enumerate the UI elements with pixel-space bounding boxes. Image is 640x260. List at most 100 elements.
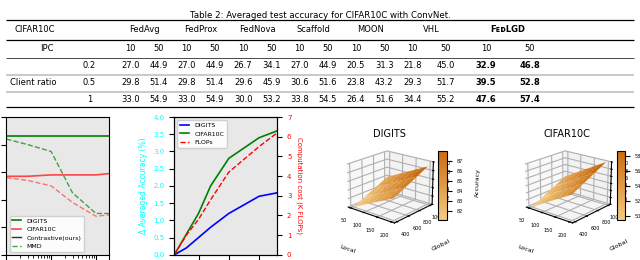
CIFAR10C	[170, 253, 178, 256]
Text: 50: 50	[210, 44, 220, 53]
X-axis label: Local: Local	[517, 244, 534, 254]
CIFAR10C	[177, 243, 184, 246]
X-axis label: Local: Local	[339, 244, 356, 254]
Text: VHL: VHL	[423, 25, 440, 34]
Title: DIGITS: DIGITS	[372, 129, 406, 139]
Text: 10: 10	[238, 44, 248, 53]
Text: FedProx: FedProx	[184, 25, 218, 34]
Text: 50: 50	[440, 44, 451, 53]
Text: 10: 10	[182, 44, 192, 53]
Y-axis label: Computation cost (K FLOPs): Computation cost (K FLOPs)	[296, 138, 303, 235]
Text: 23.8: 23.8	[347, 78, 365, 87]
Text: 51.6: 51.6	[375, 95, 394, 104]
Text: 51.6: 51.6	[319, 78, 337, 87]
CIFAR10C	[207, 184, 214, 187]
FLOPs	[170, 253, 178, 256]
CIFAR10C	[3, 175, 10, 178]
CIFAR10C	[182, 233, 190, 236]
Text: 10: 10	[294, 44, 305, 53]
DIGITS	[177, 250, 184, 253]
MMD	[68, 191, 76, 194]
Text: 45.9: 45.9	[262, 78, 280, 87]
Text: 0.2: 0.2	[83, 61, 96, 70]
Text: 53.2: 53.2	[262, 95, 281, 104]
DIGITS	[207, 226, 214, 229]
DIGITS	[24, 135, 31, 138]
DIGITS	[225, 212, 232, 215]
CIFAR10C	[273, 129, 281, 132]
CIFAR10C	[24, 175, 31, 178]
Text: 33.0: 33.0	[177, 95, 196, 104]
Text: MOON: MOON	[356, 25, 383, 34]
DIGITS	[255, 195, 263, 198]
CIFAR10C	[255, 136, 263, 139]
MMD	[92, 212, 100, 215]
Text: 39.5: 39.5	[476, 78, 497, 87]
Text: 50: 50	[525, 44, 536, 53]
Text: 1: 1	[87, 95, 92, 104]
Text: 46.8: 46.8	[520, 61, 541, 70]
Text: 29.3: 29.3	[403, 78, 422, 87]
Line: FLOPs: FLOPs	[174, 133, 277, 255]
Legend: DIGITS, CIFAR10C, Contrastive(ours), MMD: DIGITS, CIFAR10C, Contrastive(ours), MMD	[10, 216, 84, 252]
Text: 52.8: 52.8	[520, 78, 541, 87]
Text: 26.7: 26.7	[234, 61, 253, 70]
DIGITS	[273, 191, 281, 194]
Text: 44.9: 44.9	[205, 61, 224, 70]
Text: 47.6: 47.6	[476, 95, 497, 104]
Text: 10: 10	[481, 44, 492, 53]
Text: 31.3: 31.3	[375, 61, 394, 70]
Text: 10: 10	[351, 44, 362, 53]
CIFAR10C	[68, 173, 76, 177]
DIGITS	[3, 135, 10, 138]
Y-axis label: Global: Global	[431, 239, 451, 252]
DIGITS	[92, 135, 100, 138]
Line: DIGITS: DIGITS	[174, 193, 277, 255]
Text: 10: 10	[125, 44, 136, 53]
CIFAR10C	[225, 157, 232, 160]
Text: 27.0: 27.0	[121, 61, 140, 70]
Text: 50: 50	[323, 44, 333, 53]
Text: FedNova: FedNova	[239, 25, 276, 34]
Text: 30.6: 30.6	[291, 78, 309, 87]
CIFAR10C	[92, 173, 100, 177]
Text: 50: 50	[153, 44, 164, 53]
Text: 33.0: 33.0	[121, 95, 140, 104]
Text: 50: 50	[266, 44, 276, 53]
FLOPs	[182, 233, 190, 237]
Text: 44.9: 44.9	[149, 61, 168, 70]
Text: 29.6: 29.6	[234, 78, 252, 87]
Text: 32.9: 32.9	[476, 61, 497, 70]
Y-axis label: Δ Averaged Accuracy (%): Δ Averaged Accuracy (%)	[139, 138, 148, 234]
Text: 10: 10	[407, 44, 418, 53]
Text: 27.0: 27.0	[291, 61, 309, 70]
CIFAR10C	[195, 212, 202, 215]
Text: Table 2: Averaged test accuracy for CIFAR10C with ConvNet.: Table 2: Averaged test accuracy for CIFA…	[189, 11, 451, 20]
MMD	[3, 138, 10, 141]
MMD	[106, 212, 113, 215]
Text: 29.8: 29.8	[121, 78, 140, 87]
Text: 0.5: 0.5	[83, 78, 96, 87]
FLOPs	[255, 145, 263, 148]
Text: 50: 50	[379, 44, 390, 53]
Text: 30.0: 30.0	[234, 95, 252, 104]
Text: 34.1: 34.1	[262, 61, 281, 70]
Line: CIFAR10C: CIFAR10C	[6, 173, 109, 176]
Text: 43.2: 43.2	[375, 78, 394, 87]
Y-axis label: Global: Global	[609, 239, 629, 252]
Text: 20.5: 20.5	[347, 61, 365, 70]
FLOPs	[273, 131, 281, 134]
Text: CIFAR10C: CIFAR10C	[14, 25, 55, 34]
Text: 21.8: 21.8	[403, 61, 422, 70]
Line: MMD: MMD	[6, 139, 109, 213]
FLOPs	[177, 243, 184, 246]
Text: Scaffold: Scaffold	[297, 25, 331, 34]
Text: 54.9: 54.9	[205, 95, 224, 104]
Title: CIFAR10C: CIFAR10C	[544, 129, 591, 139]
DIGITS	[195, 236, 202, 239]
FLOPs	[195, 218, 202, 221]
Legend: DIGITS, CIFAR10C, FLOPs: DIGITS, CIFAR10C, FLOPs	[177, 120, 227, 148]
Text: 51.7: 51.7	[436, 78, 454, 87]
DIGITS	[47, 135, 55, 138]
Text: 29.8: 29.8	[177, 78, 196, 87]
